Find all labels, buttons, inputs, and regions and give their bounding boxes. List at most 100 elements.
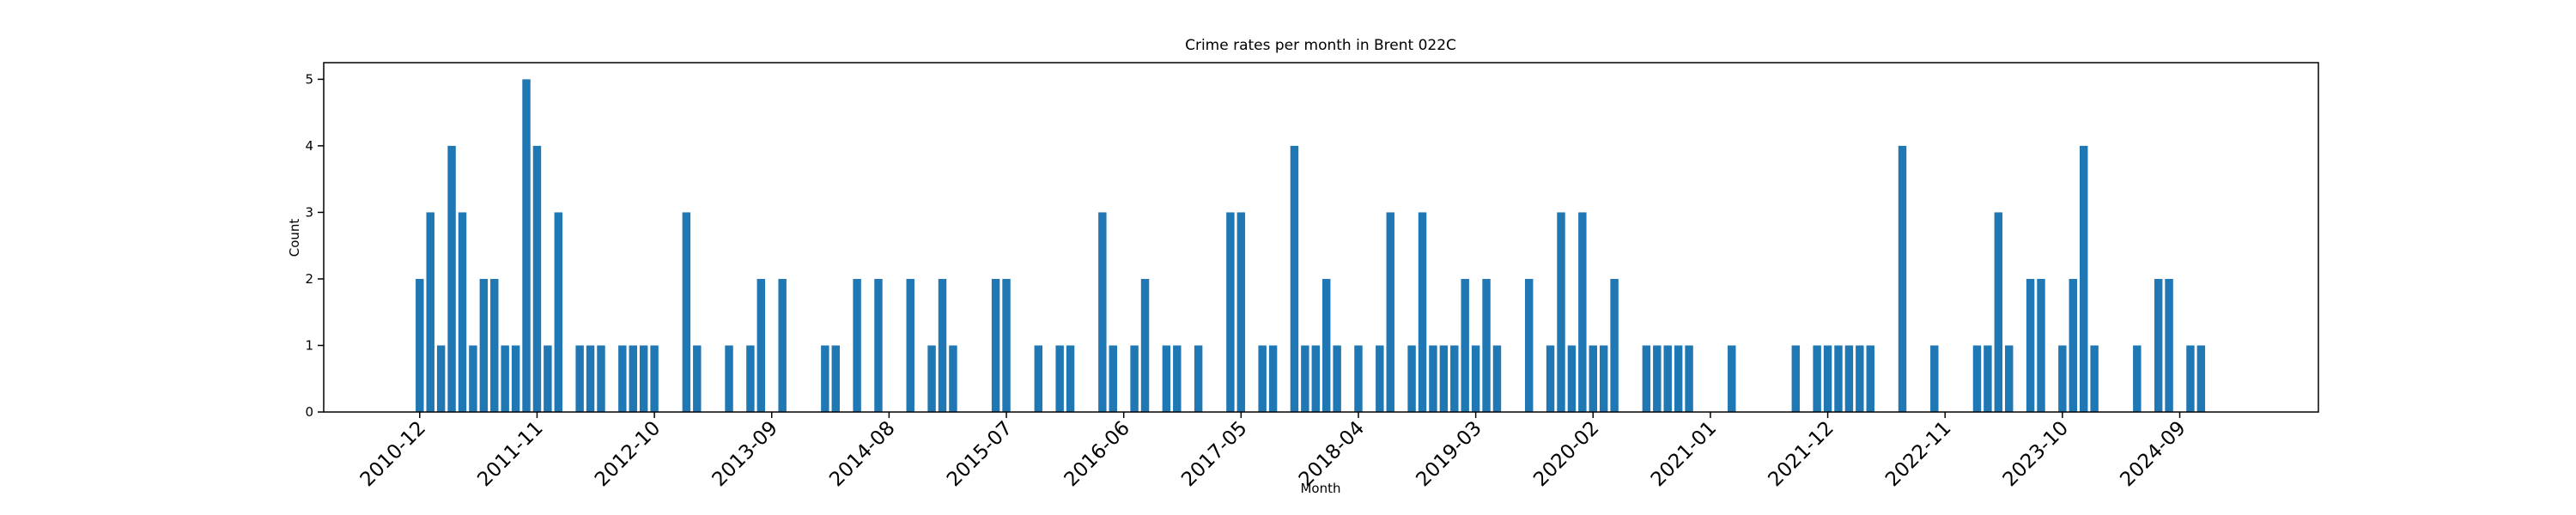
bar (1823, 345, 1832, 412)
x-tick-label: 2013-09 (708, 417, 782, 491)
bar (1578, 212, 1587, 412)
x-tick-label: 2014-08 (825, 417, 899, 491)
bar (1002, 278, 1011, 412)
bar (1525, 278, 1534, 412)
bar (2026, 278, 2035, 412)
bar (1461, 278, 1469, 412)
x-tick-label: 2011-11 (473, 417, 547, 491)
bar (778, 278, 787, 412)
chart-title: Crime rates per month in Brent 022C (1185, 37, 1456, 54)
x-tick-label: 2021-01 (1647, 417, 1721, 491)
bar (1354, 345, 1363, 412)
bar (1567, 345, 1577, 412)
bar (1834, 345, 1843, 412)
bar (1066, 345, 1075, 412)
bar (1930, 345, 1939, 412)
bar (949, 345, 957, 412)
bar (1376, 345, 1384, 412)
bar (1492, 345, 1502, 412)
y-tick-label: 4 (305, 138, 313, 154)
bar (416, 278, 424, 412)
bar (1610, 278, 1619, 412)
bar (554, 212, 563, 412)
x-tick-label: 2016-06 (1060, 417, 1134, 491)
bar (1663, 345, 1672, 412)
bar (447, 145, 456, 412)
bar (575, 345, 584, 412)
y-tick-label: 5 (305, 71, 313, 87)
bar (501, 345, 509, 412)
bar (1194, 345, 1203, 412)
bar (1482, 278, 1491, 412)
bar (1557, 212, 1565, 412)
x-tick-label: 2020-02 (1529, 417, 1603, 491)
bar (746, 345, 755, 412)
bar (597, 345, 605, 412)
bar (1290, 145, 1299, 412)
bar (1140, 278, 1150, 412)
bar (725, 345, 733, 412)
bar (682, 212, 691, 412)
bar (1898, 145, 1907, 412)
bar (1589, 345, 1597, 412)
bar (1599, 345, 1608, 412)
bar (1034, 345, 1043, 412)
bar (1653, 345, 1662, 412)
bar (1055, 345, 1064, 412)
x-tick-label: 2022-11 (1881, 417, 1955, 491)
bar (853, 278, 861, 412)
bar (1984, 345, 1992, 412)
bar (927, 345, 936, 412)
bar (1311, 345, 1321, 412)
bar (1546, 345, 1555, 412)
bar (511, 345, 520, 412)
bar (2154, 278, 2163, 412)
bar (2133, 345, 2142, 412)
bar (874, 278, 883, 412)
bar (1429, 345, 1437, 412)
bar (436, 345, 446, 412)
bar (479, 278, 489, 412)
plot-frame (323, 62, 2319, 413)
bar (1173, 345, 1182, 412)
bar (650, 345, 659, 412)
bar (2079, 145, 2088, 412)
bar (1856, 345, 1864, 412)
bar (991, 278, 1000, 412)
bar (1791, 345, 1801, 412)
bar (831, 345, 840, 412)
bar (1258, 345, 1267, 412)
bar (1321, 278, 1331, 412)
bar (426, 212, 434, 412)
bar (821, 345, 829, 412)
x-tick-label: 2021-12 (1764, 417, 1838, 491)
bar (2196, 345, 2206, 412)
bar (906, 278, 914, 412)
y-tick-label: 2 (305, 271, 313, 287)
bar (1407, 345, 1416, 412)
bar (1226, 212, 1235, 412)
bar (1162, 345, 1171, 412)
y-axis-label: Count (287, 219, 302, 258)
bar (639, 345, 648, 412)
bar (1844, 345, 1854, 412)
bar (2005, 345, 2014, 412)
bar (1450, 345, 1459, 412)
bar (1685, 345, 1693, 412)
bar (1109, 345, 1117, 412)
bar (1674, 345, 1683, 412)
x-tick-label: 2024-09 (2116, 417, 2190, 491)
bar (1333, 345, 1341, 412)
bar (586, 345, 595, 412)
bar (756, 278, 766, 412)
bar (2090, 345, 2099, 412)
bar (1813, 345, 1821, 412)
bar (618, 345, 627, 412)
bar (544, 345, 552, 412)
bar (1268, 345, 1278, 412)
y-tick-label: 1 (305, 337, 313, 353)
bar (1418, 212, 1427, 412)
bar (1642, 345, 1651, 412)
x-tick-label: 2017-05 (1177, 417, 1251, 491)
bar (938, 278, 947, 412)
